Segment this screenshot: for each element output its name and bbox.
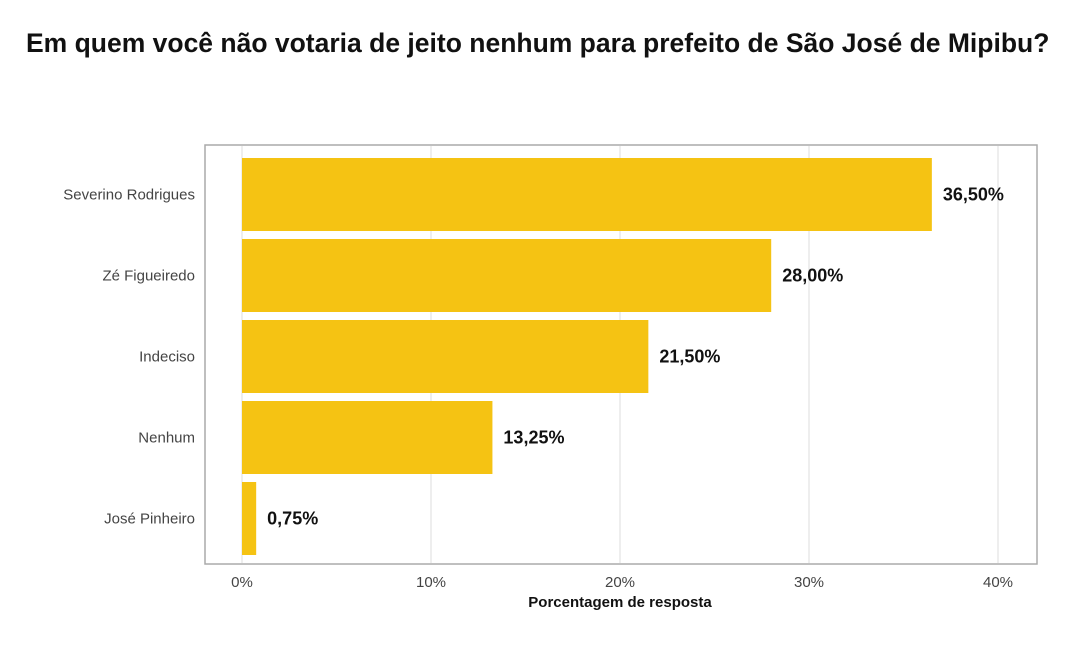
bars	[242, 158, 932, 555]
x-tick-labels: 0% 10% 20% 30% 40%	[231, 574, 1013, 591]
x-tick-label: 30%	[794, 574, 824, 591]
bar	[242, 158, 932, 231]
value-labels: 36,50% 28,00% 21,50% 13,25% 0,75%	[267, 185, 1004, 529]
bar	[242, 401, 493, 474]
category-label: Severino Rodrigues	[63, 187, 195, 204]
category-label: Nenhum	[138, 430, 195, 447]
x-tick-label: 40%	[983, 574, 1013, 591]
category-labels: Severino Rodrigues Zé Figueiredo Indeciso N…	[63, 187, 195, 528]
bar	[242, 482, 257, 555]
x-tick-label: 0%	[231, 574, 253, 591]
x-axis-title: Porcentagem de resposta	[528, 594, 712, 611]
bar	[242, 320, 649, 393]
data-label: 21,50%	[659, 347, 720, 367]
chart-title: Em quem você não votaria de jeito nenhum…	[26, 28, 1050, 58]
x-tick-label: 20%	[605, 574, 635, 591]
data-label: 0,75%	[267, 509, 318, 529]
category-label: José Pinheiro	[104, 511, 195, 528]
category-label: Zé Figueiredo	[102, 268, 195, 285]
bar	[242, 239, 772, 312]
data-label: 36,50%	[943, 185, 1004, 205]
plot-frame	[204, 144, 1038, 565]
data-label: 28,00%	[782, 266, 843, 286]
data-label: 13,25%	[503, 428, 564, 448]
category-label: Indeciso	[139, 349, 195, 366]
x-tick-label: 10%	[416, 574, 446, 591]
